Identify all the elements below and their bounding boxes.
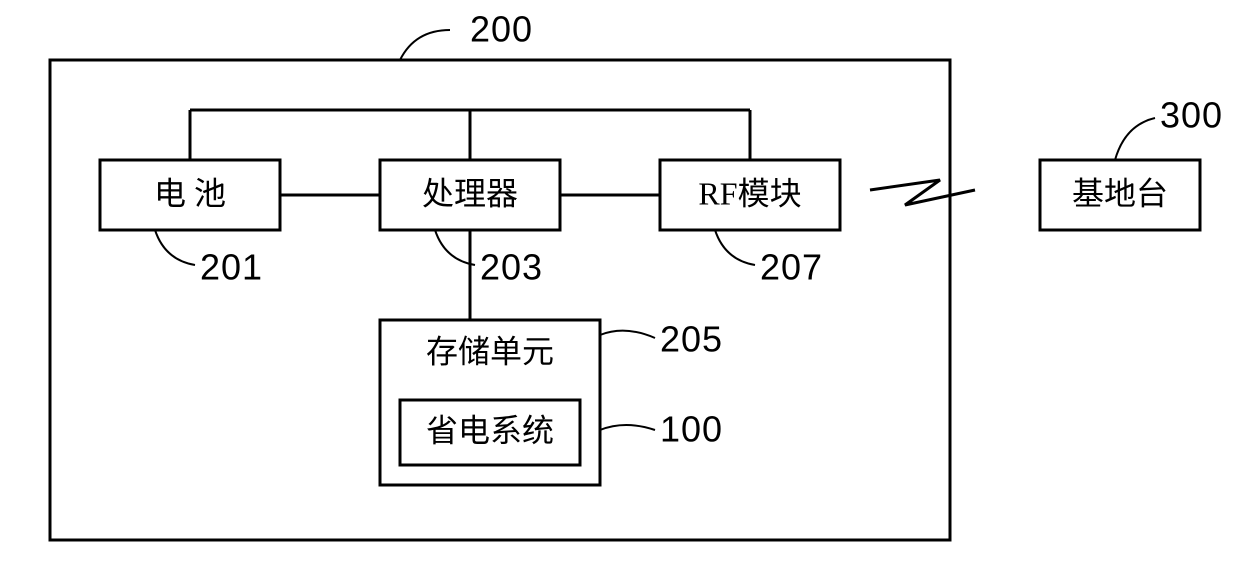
- rf-label: RF模块: [698, 175, 801, 211]
- leader-300: [1115, 118, 1155, 160]
- ref-300: 300: [1160, 95, 1223, 136]
- leader-200: [400, 30, 450, 60]
- ref-207: 207: [760, 247, 823, 288]
- ref-201: 201: [200, 247, 263, 288]
- processor-label: 处理器: [422, 175, 518, 211]
- powersave-label: 省电系统: [426, 412, 554, 448]
- ref-100: 100: [660, 409, 723, 450]
- ref-203: 203: [480, 247, 543, 288]
- base-label: 基地台: [1072, 175, 1168, 211]
- ref-200: 200: [470, 9, 533, 50]
- battery-label: 电 池: [154, 175, 226, 211]
- storage-label: 存储单元: [426, 333, 554, 369]
- ref-205: 205: [660, 319, 723, 360]
